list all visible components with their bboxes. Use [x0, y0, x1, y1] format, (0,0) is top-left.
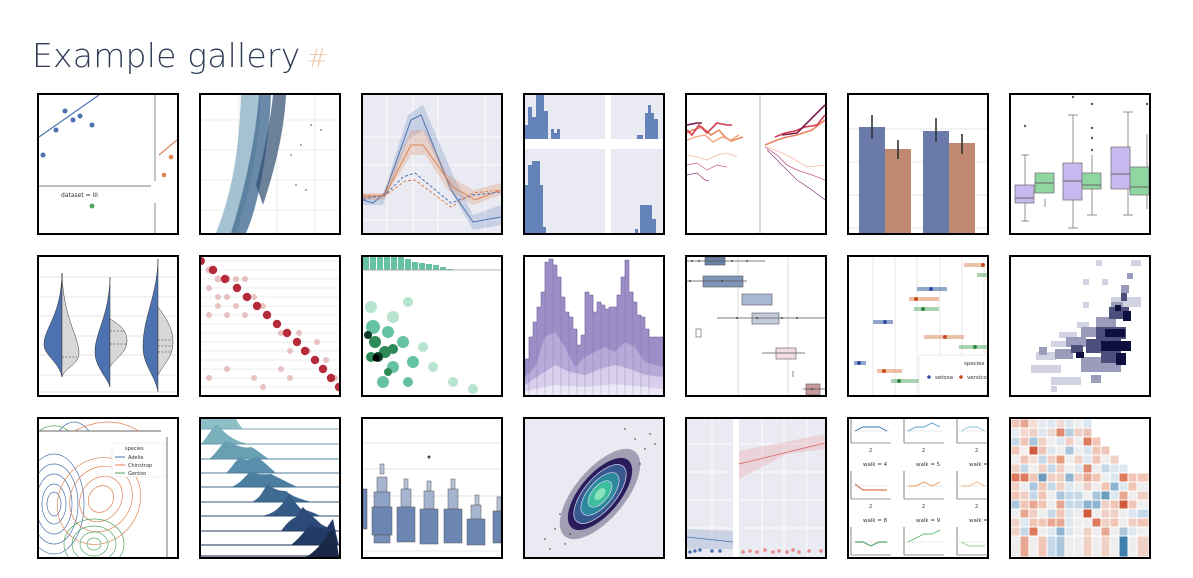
svg-text:species: species: [125, 446, 144, 452]
svg-text:versicolor: versicolor: [967, 375, 987, 381]
page-title-text: Example gallery: [32, 36, 301, 75]
histogram-facets-icon: [525, 95, 663, 233]
thumb-kde-ridgeplot[interactable]: [199, 417, 341, 559]
thumb-joint-kde[interactable]: species Adelie Chinstrap Gentoo: [37, 417, 179, 559]
ridgeplot-icon: [201, 419, 339, 557]
thumb-heat-scatter[interactable]: [199, 255, 341, 397]
thumb-many-facets[interactable]: 2 2 2 walk = 4 walk = 5 walk = 6 2 2 2 w…: [847, 417, 989, 559]
scatter-cloud-icon: [201, 95, 339, 233]
density-scatter-icon: [525, 419, 663, 557]
scatter-regression-icon: dataset = III: [39, 95, 177, 233]
dot-matrix-icon: [201, 257, 339, 392]
svg-text:2: 2: [922, 448, 925, 454]
svg-text:species: species: [964, 361, 985, 367]
thumb-different-scatter-variables[interactable]: [199, 93, 341, 235]
joint-histogram-icon: [1031, 260, 1141, 392]
horizontal-boxplot-icon: [687, 257, 825, 395]
thumb-logistic-regression[interactable]: [685, 417, 827, 559]
svg-text:2: 2: [922, 504, 925, 510]
thumb-layered-bivariate-plot[interactable]: [523, 417, 665, 559]
thumb-horizontal-boxplot[interactable]: [685, 255, 827, 397]
svg-text:2: 2: [869, 504, 872, 510]
thumb-anscombes-quartet[interactable]: dataset = III: [37, 93, 179, 235]
thumb-many-pairwise-correlations[interactable]: [1009, 417, 1151, 559]
thumb-jitter-stripplot[interactable]: species setosa versicolor: [847, 255, 989, 397]
thumb-hexbin-marginals[interactable]: [361, 255, 503, 397]
stacked-histogram-icon: [525, 258, 663, 395]
thumb-grouped-boxplot[interactable]: [1009, 93, 1151, 235]
logistic-regression-icon: [687, 419, 825, 557]
thumb-faceted-lineplot[interactable]: [685, 93, 827, 235]
thumb-histogram-stacked[interactable]: [523, 255, 665, 397]
example-gallery: dataset = III: [37, 93, 1151, 559]
heading-anchor-link[interactable]: #: [306, 44, 329, 74]
multi-line-facets-icon: [687, 95, 825, 233]
thumb-large-distributions[interactable]: [361, 417, 503, 559]
thumb-faceted-histogram[interactable]: [523, 93, 665, 235]
svg-text:Adelie: Adelie: [128, 455, 143, 461]
boxen-plot-icon: [363, 442, 501, 552]
svg-text:2: 2: [975, 448, 978, 454]
strip-plot-icon: species setosa versicolor: [854, 257, 987, 395]
thumb-errorband-lineplots[interactable]: [361, 93, 503, 235]
svg-text:dataset = III: dataset = III: [61, 192, 98, 199]
svg-text:setosa: setosa: [935, 375, 953, 381]
svg-text:2: 2: [975, 504, 978, 510]
thumb-grouped-barplot[interactable]: [847, 93, 989, 235]
svg-text:Gentoo: Gentoo: [128, 471, 146, 477]
svg-text:Chinstrap: Chinstrap: [128, 463, 152, 469]
svg-text:walk = 6: walk = 6: [969, 462, 987, 468]
svg-text:walk = 10: walk = 10: [969, 518, 987, 524]
line-errorband-icon: [363, 95, 501, 233]
boxplot-icon: [1014, 95, 1149, 229]
svg-text:walk = 5: walk = 5: [916, 462, 941, 468]
hexbin-icon: [363, 257, 501, 394]
thumb-grouped-violinplots[interactable]: [37, 255, 179, 397]
facet-grid-icon: 2 2 2 walk = 4 walk = 5 walk = 6 2 2 2 w…: [850, 419, 987, 556]
bar-chart-icon: [849, 115, 987, 233]
correlation-heatmap-icon: [1011, 419, 1149, 557]
svg-text:walk = 8: walk = 8: [863, 518, 888, 524]
svg-text:walk = 9: walk = 9: [916, 518, 941, 524]
svg-text:walk = 4: walk = 4: [863, 462, 888, 468]
thumb-joint-histogram[interactable]: [1009, 255, 1151, 397]
svg-text:2: 2: [869, 448, 872, 454]
kde-contour-icon: species Adelie Chinstrap Gentoo: [39, 421, 168, 557]
violin-plot-icon: [39, 258, 177, 393]
page-title: Example gallery #: [32, 34, 328, 81]
